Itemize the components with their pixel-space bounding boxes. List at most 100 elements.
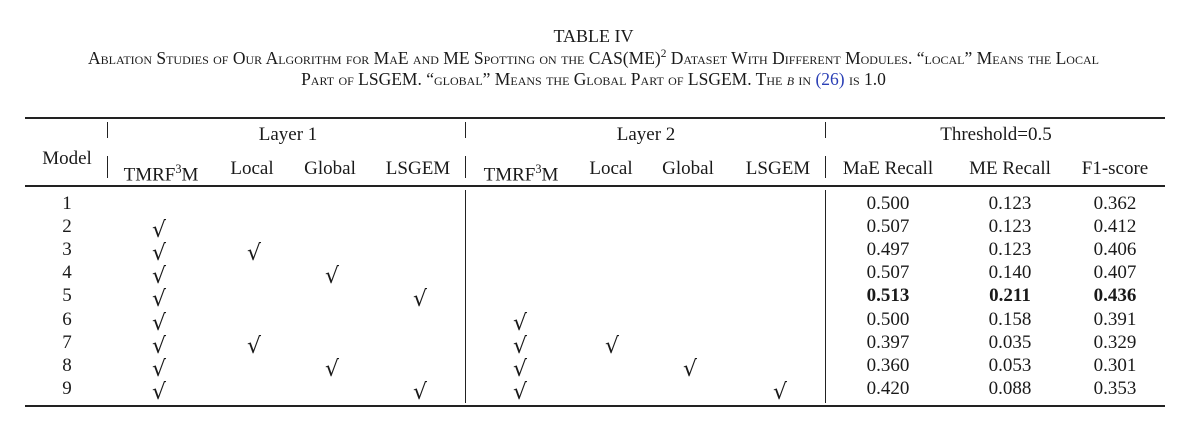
cell-f1-score: 0.353 — [1093, 377, 1137, 399]
caption-superscript: 2 — [660, 48, 667, 61]
header-superscript: 3 — [175, 162, 182, 176]
cell-mae-recall: 0.513 — [866, 285, 910, 307]
column-header-local-1: Local — [230, 158, 273, 180]
group-header-layer-2: Layer 2 — [616, 124, 676, 145]
column-header-lsgem-1: LSGEM — [386, 158, 450, 180]
cell-mae-recall: 0.500 — [866, 308, 910, 330]
cell-me-recall: 0.123 — [988, 239, 1032, 261]
cell-model-number: 2 — [62, 216, 72, 238]
caption-text-2c: is 1.0 — [844, 69, 886, 89]
checkmark-icon: √ — [151, 379, 167, 405]
column-separator — [465, 190, 467, 403]
cell-mae-recall: 0.497 — [866, 239, 910, 261]
cell-f1-score: 0.329 — [1093, 331, 1137, 353]
header-text: Local — [230, 158, 274, 179]
checkmark-icon: √ — [246, 333, 262, 359]
header-superscript: 3 — [535, 162, 542, 176]
column-separator — [465, 156, 467, 178]
cell-model-number: 8 — [62, 354, 72, 376]
column-header-f1-score: F1-score — [1082, 158, 1148, 180]
cell-model-number: 7 — [62, 331, 72, 353]
cell-model-number: 6 — [62, 308, 72, 330]
checkmark-icon: √ — [151, 241, 167, 267]
cell-f1-score: 0.362 — [1093, 193, 1137, 214]
checkmark-icon: √ — [151, 287, 167, 313]
caption-text-1a: Ablation Studies of Our Algorithm for Ma… — [88, 48, 661, 68]
column-header-me-recall: ME Recall — [969, 158, 1051, 180]
checkmark-icon: √ — [324, 264, 340, 290]
checkmark-icon: √ — [512, 310, 528, 336]
header-text: ME Recall — [969, 158, 1051, 179]
checkmark-icon: √ — [512, 379, 528, 405]
caption-text-1b: Dataset With Different Modules. “local” … — [666, 48, 1099, 68]
column-separator — [825, 190, 827, 403]
column-header-local-2: Local — [589, 158, 632, 180]
header-text: LSGEM — [745, 158, 811, 179]
cell-f1-score: 0.391 — [1093, 308, 1137, 330]
header-text: Local — [589, 158, 633, 179]
header-text: LSGEM — [385, 158, 451, 179]
cell-model-number: 5 — [62, 285, 72, 307]
cell-mae-recall: 0.507 — [866, 216, 910, 238]
checkmark-icon: √ — [151, 264, 167, 290]
cell-me-recall: 0.140 — [988, 262, 1032, 284]
checkmark-icon: √ — [604, 333, 620, 359]
table-header-rule — [25, 185, 1165, 187]
column-separator — [107, 156, 109, 178]
header-text: Global — [662, 158, 714, 179]
column-header-global-2: Global — [662, 158, 714, 180]
cell-f1-score: 0.301 — [1093, 354, 1137, 376]
checkmark-icon: √ — [151, 218, 167, 244]
column-header-tmrf3m-2: TMRF3M — [484, 158, 559, 186]
column-header-mae-recall: MaE Recall — [843, 158, 933, 180]
checkmark-icon: √ — [512, 356, 528, 382]
column-separator — [107, 122, 109, 138]
checkmark-icon: √ — [682, 356, 698, 382]
cell-me-recall: 0.035 — [988, 331, 1032, 353]
cell-me-recall: 0.211 — [989, 285, 1031, 307]
cell-me-recall: 0.123 — [988, 216, 1032, 238]
header-text: TMRF — [123, 164, 176, 186]
column-header-tmrf3m-1: TMRF3M — [124, 158, 199, 186]
cell-f1-score: 0.436 — [1093, 285, 1137, 307]
cell-mae-recall: 0.507 — [866, 262, 910, 284]
column-header-model: Model — [42, 148, 92, 169]
cell-me-recall: 0.123 — [988, 193, 1032, 214]
table-top-rule — [25, 117, 1165, 119]
group-header-layer-1: Layer 1 — [258, 124, 318, 145]
cell-mae-recall: 0.420 — [866, 377, 910, 399]
checkmark-icon: √ — [151, 356, 167, 382]
caption-text-2b: in — [794, 69, 816, 89]
cell-f1-score: 0.406 — [1093, 239, 1137, 261]
cell-me-recall: 0.088 — [988, 377, 1032, 399]
checkmark-icon: √ — [151, 310, 167, 336]
cell-model-number: 3 — [62, 239, 72, 261]
cell-f1-score: 0.412 — [1093, 216, 1137, 238]
group-header-threshold: Threshold=0.5 — [940, 124, 1052, 145]
header-text: TMRF — [483, 164, 536, 186]
caption-line-1: Ablation Studies of Our Algorithm for Ma… — [0, 48, 1187, 69]
cell-f1-score: 0.407 — [1093, 262, 1137, 284]
checkmark-icon: √ — [772, 379, 788, 405]
column-separator — [825, 156, 827, 178]
caption-beta-symbol: β — [786, 69, 795, 89]
checkmark-icon: √ — [151, 333, 167, 359]
checkmark-icon: √ — [412, 287, 428, 313]
cell-model-number: 9 — [62, 377, 72, 399]
header-text: F1-score — [1081, 158, 1149, 179]
checkmark-icon: √ — [324, 356, 340, 382]
header-text-tail: M — [181, 164, 199, 186]
cell-model-number: 1 — [62, 193, 72, 214]
column-separator — [465, 122, 467, 138]
table-bottom-rule — [25, 405, 1165, 407]
cell-mae-recall: 0.397 — [866, 331, 910, 353]
checkmark-icon: √ — [412, 379, 428, 405]
cell-mae-recall: 0.500 — [866, 193, 910, 214]
cell-mae-recall: 0.360 — [866, 354, 910, 376]
column-header-global-1: Global — [304, 158, 356, 180]
caption-text-2a: Part of LSGEM. “global” Means the Global… — [301, 69, 787, 89]
table-label: TABLE IV — [553, 26, 634, 46]
cell-model-number: 4 — [62, 262, 72, 284]
header-text-tail: M — [541, 164, 559, 186]
equation-reference-link[interactable]: (26) — [815, 69, 845, 89]
